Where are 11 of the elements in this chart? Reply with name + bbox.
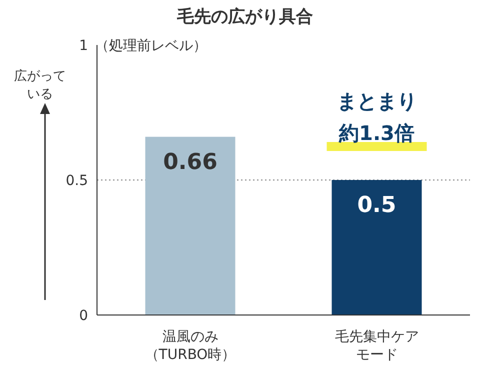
y-tick-label: 1	[79, 38, 88, 54]
annotation: （処理前レベル）	[95, 38, 207, 54]
chart-title: 毛先の広がり具合	[176, 7, 313, 27]
y-axis-title: 広がっている	[14, 68, 66, 102]
annotation: まとまり約1.3倍	[336, 89, 417, 145]
y-tick-label: 0	[79, 308, 88, 324]
x-tick-label: 毛先集中ケアモード	[334, 329, 419, 363]
data-label: 0.5	[357, 193, 396, 218]
data-label: 0.66	[163, 150, 218, 175]
x-tick-label: 温風のみ（TURBO時）	[144, 329, 236, 363]
y-tick-label: 0.5	[66, 173, 88, 189]
